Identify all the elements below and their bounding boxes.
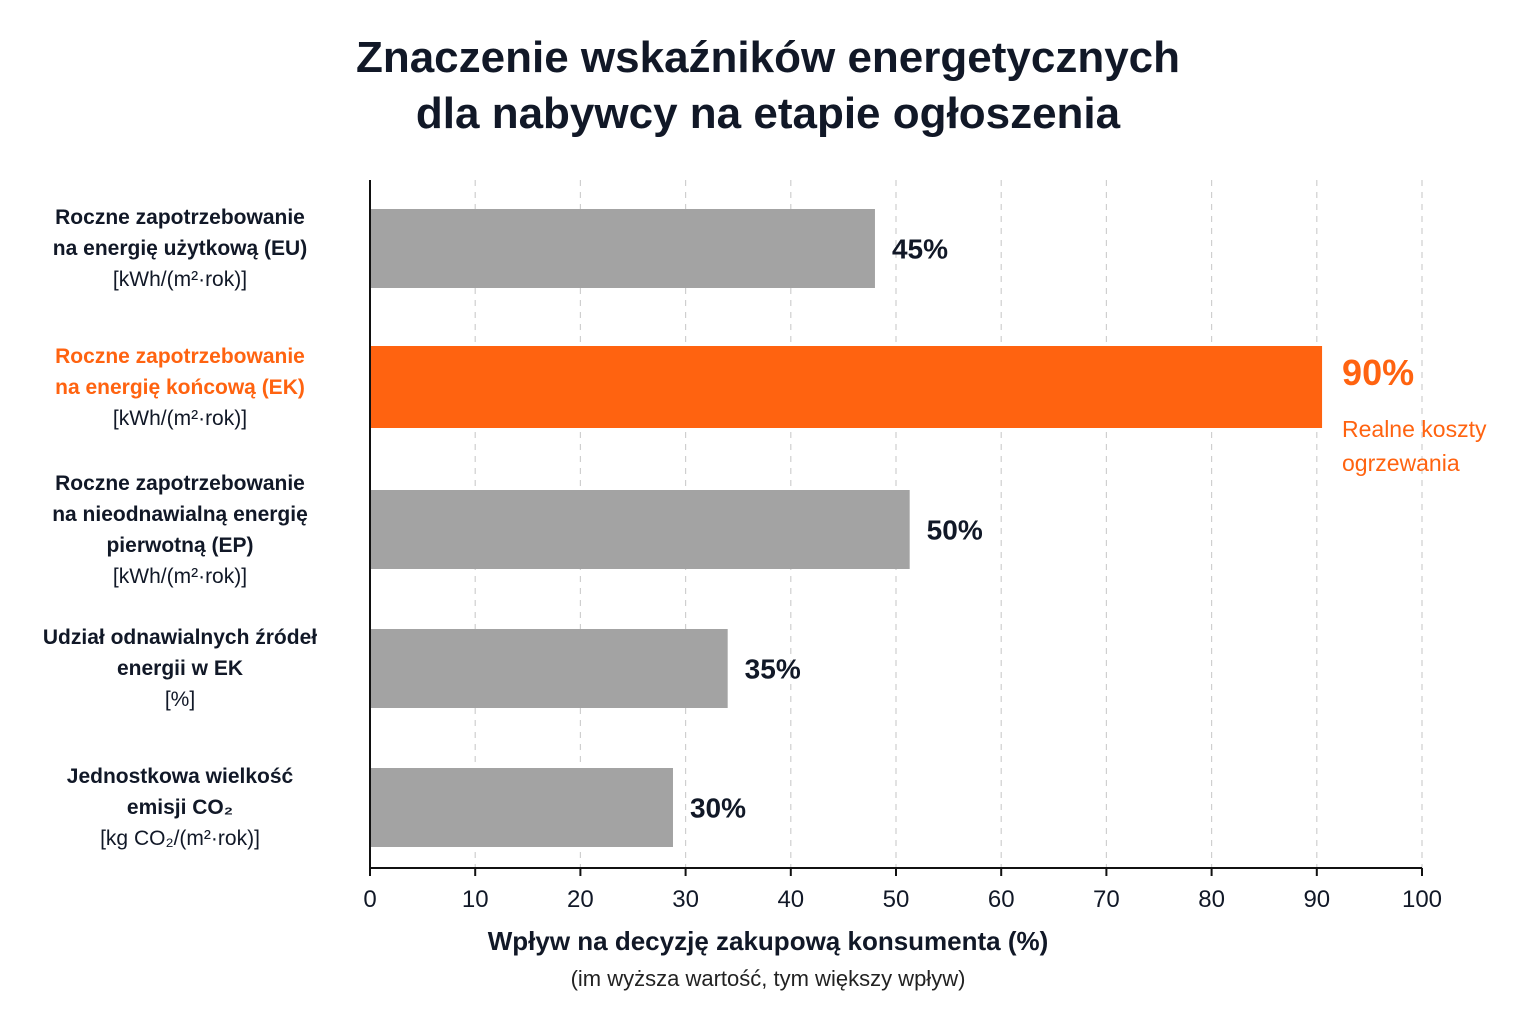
category-label-2-line3: pierwotną (EP) [106,533,254,557]
chart-title: Znaczenie wskaźników energetycznych dla … [0,30,1536,142]
category-label-2-line1: Roczne zapotrzebowanie [55,471,305,495]
tick-label-20: 20 [567,886,594,913]
category-label-0-unit: [kWh/(m²·rok)] [112,268,248,291]
tick-label-90: 90 [1303,886,1330,913]
category-label-3-unit: [%] [164,688,196,711]
category-label-1-unit: [kWh/(m²·rok)] [112,406,248,430]
tick-label-80: 80 [1198,886,1225,913]
value-label-0: 45% [892,234,948,265]
x-axis-label: Wpływ na decyzję zakupową konsumenta (%) [487,926,1049,956]
category-label-3-line2: energii w EK [116,657,244,680]
category-label-2: Roczne zapotrzebowanie na nieodnawialną e… [15,468,345,592]
category-label-0: Roczne zapotrzebowanie na energię użytkow… [15,202,345,295]
value-label-3: 35% [745,654,801,685]
value-label-4: 30% [690,793,746,824]
tick-label-100: 100 [1402,886,1442,913]
highlight-annotation: Realne koszty ogrzewania [1342,412,1486,480]
category-label-4-unit: [kg CO₂/(m²·rok)] [100,827,260,850]
annotation-line1: Realne koszty [1342,416,1487,442]
chart-title-line1: Znaczenie wskaźników energetycznych [355,33,1181,82]
category-label-1-line2: na energię końcową (EK) [55,375,305,399]
bar-1 [370,346,1323,428]
category-label-2-unit: [kWh/(m²·rok)] [112,564,248,588]
value-label-1: 90% [1342,352,1414,393]
tick-label-40: 40 [777,886,804,913]
category-label-2-line2: na nieodnawialną energię [52,502,308,526]
category-label-1-line1: Roczne zapotrzebowanie [55,344,305,368]
bar-2 [370,490,910,569]
tick-label-0: 0 [363,886,376,913]
annotation-line2: ogrzewania [1342,450,1460,476]
category-label-3: Udział odnawialnych źródeł energii w EK [%… [15,622,345,715]
tick-label-10: 10 [462,886,489,913]
category-label-1: Roczne zapotrzebowanie na energię końcową… [15,341,345,434]
tick-label-50: 50 [883,886,910,913]
tick-label-60: 60 [988,886,1015,913]
x-axis-sublabel: (im wyższa wartość, tym większy wpływ) [570,966,966,991]
bar-3 [370,629,728,708]
category-label-4-line1: Jednostkowa wielkość [66,765,294,788]
chart-title-line2: dla nabywcy na etapie ogłoszenia [415,89,1121,138]
bar-0 [370,209,875,288]
bar-4 [370,768,673,847]
category-label-3-line1: Udział odnawialnych źródeł [42,626,318,649]
tick-label-70: 70 [1093,886,1120,913]
category-label-0-line2: na energię użytkową (EU) [52,237,308,260]
tick-label-30: 30 [672,886,699,913]
category-label-0-line1: Roczne zapotrzebowanie [55,206,305,229]
category-label-4: Jednostkowa wielkość emisji CO₂ [kg CO₂/(m… [15,761,345,854]
category-label-4-line2: emisji CO₂ [126,796,234,819]
value-label-2: 50% [927,515,983,546]
